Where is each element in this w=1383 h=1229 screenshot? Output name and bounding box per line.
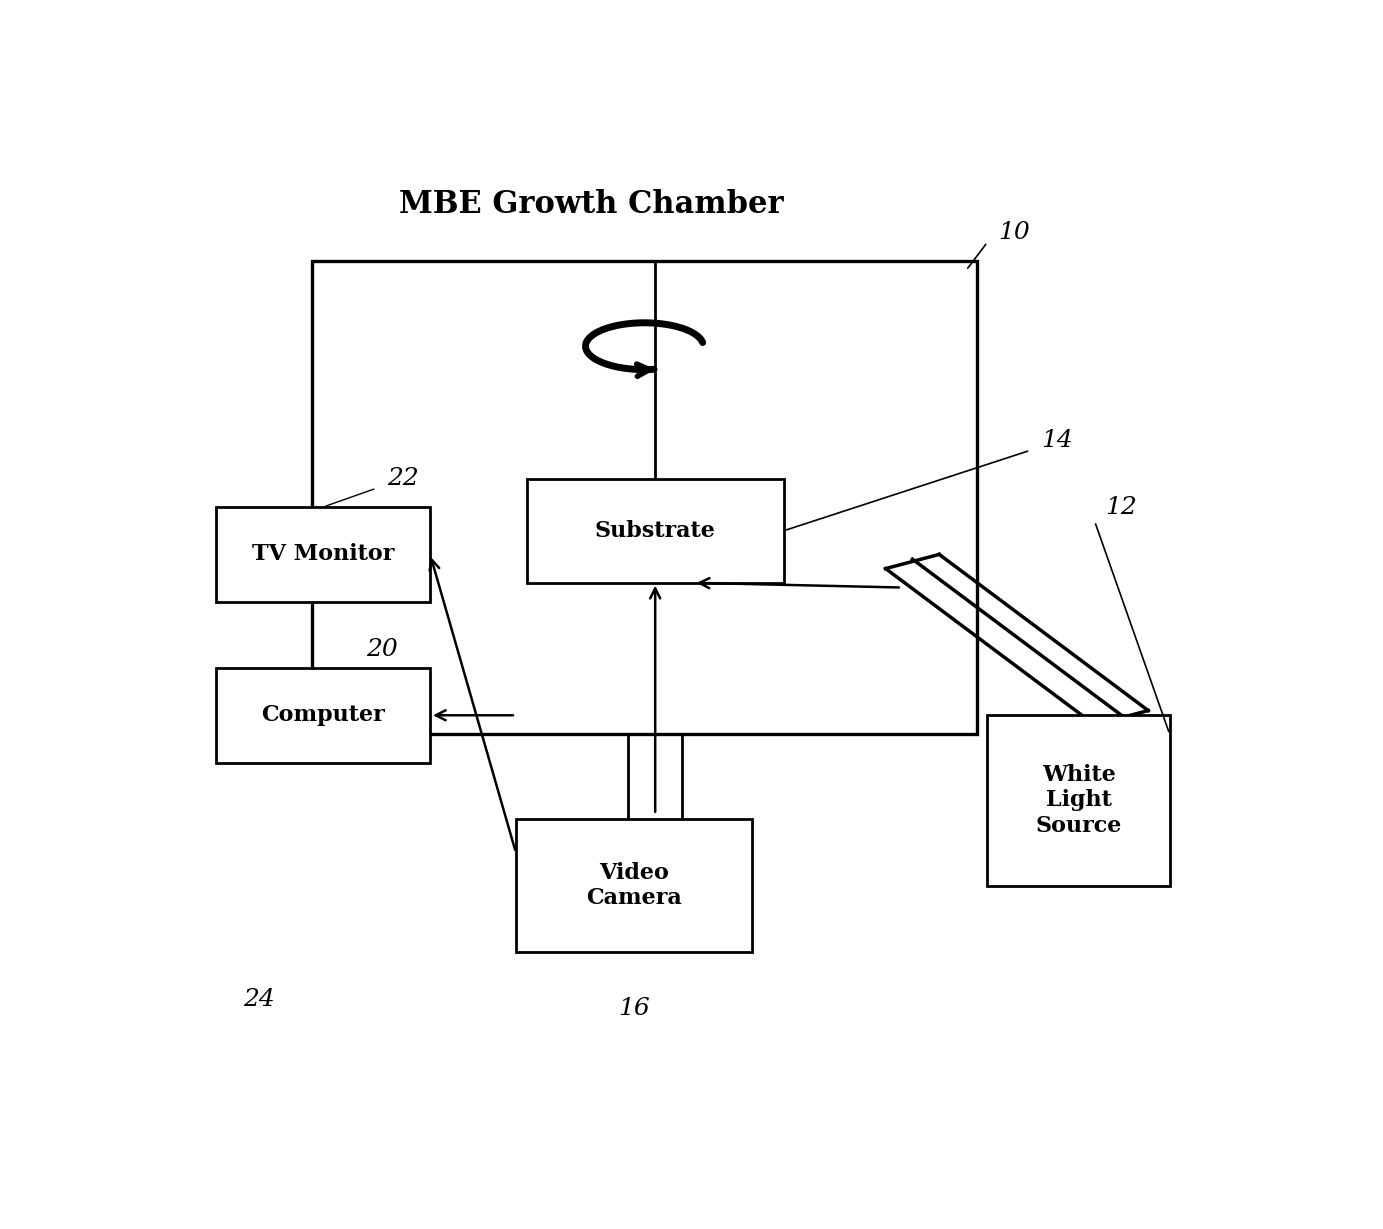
Text: Computer: Computer	[261, 704, 384, 726]
Bar	[216, 508, 430, 602]
Text: Video
Camera: Video Camera	[586, 862, 682, 909]
Text: 14: 14	[1041, 429, 1073, 452]
Text: 12: 12	[1105, 495, 1137, 519]
Text: MBE Growth Chamber: MBE Growth Chamber	[400, 189, 784, 220]
Bar	[313, 261, 976, 734]
Text: Substrate: Substrate	[595, 520, 715, 542]
Text: 22: 22	[387, 467, 419, 490]
Bar	[516, 820, 752, 951]
Text: TV Monitor: TV Monitor	[252, 543, 394, 565]
Text: 24: 24	[243, 988, 274, 1010]
Bar	[987, 715, 1170, 886]
Text: 10: 10	[999, 221, 1030, 245]
Bar	[527, 479, 784, 583]
Text: 20: 20	[365, 638, 397, 660]
Text: White
Light
Source: White Light Source	[1036, 764, 1122, 837]
Text: 16: 16	[618, 997, 650, 1020]
Bar	[216, 669, 430, 762]
